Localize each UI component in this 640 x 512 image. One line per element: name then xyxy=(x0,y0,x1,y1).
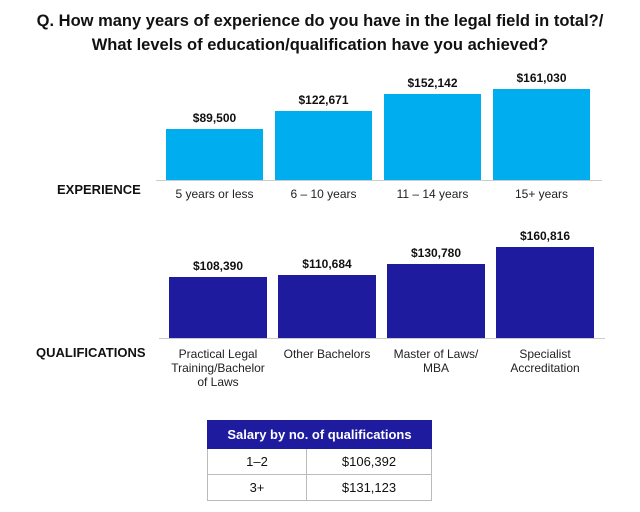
category-label: 6 – 10 years xyxy=(290,187,357,201)
category-label: 15+ years xyxy=(514,187,569,201)
baseline xyxy=(156,180,602,181)
value-label: $152,142 xyxy=(407,76,458,91)
table-cell: $106,392 xyxy=(306,448,432,475)
table-cell: $131,123 xyxy=(306,474,432,501)
bar xyxy=(496,247,594,338)
category-label: Other Bachelors xyxy=(283,347,371,361)
bar xyxy=(275,110,372,180)
table-cell: 3+ xyxy=(207,474,307,501)
baseline xyxy=(159,338,605,339)
category-label: Specialist Accreditation xyxy=(510,347,580,375)
bar xyxy=(166,129,263,180)
section-label: EXPERIENCE xyxy=(57,182,141,197)
table-header: Salary by no. of qualifications xyxy=(207,420,432,449)
section-label: QUALIFICATIONS xyxy=(36,345,146,360)
bar xyxy=(278,275,376,338)
bar xyxy=(169,276,267,338)
value-label: $160,816 xyxy=(519,229,571,243)
value-label: $89,500 xyxy=(192,111,237,126)
title-line: Q. How many years of experience do you h… xyxy=(36,12,604,30)
category-label: Practical Legal Training/Bachelor of Law… xyxy=(171,347,265,389)
summary-table: Salary by no. of qualifications 1–2 $106,… xyxy=(207,420,432,501)
bar xyxy=(387,263,485,338)
value-label: $161,030 xyxy=(516,71,567,85)
bar xyxy=(493,89,590,180)
title-line: What levels of education/qualification h… xyxy=(91,36,549,54)
table-cell: 1–2 xyxy=(207,448,307,475)
value-label: $130,780 xyxy=(410,245,462,260)
bar xyxy=(384,94,481,180)
value-label: $110,684 xyxy=(302,257,352,272)
value-label: $108,390 xyxy=(192,258,244,273)
category-label: Master of Laws/ MBA xyxy=(393,347,479,375)
category-label: 11 – 14 years xyxy=(396,187,469,201)
value-label: $122,671 xyxy=(298,92,349,107)
category-label: 5 years or less xyxy=(175,187,254,201)
